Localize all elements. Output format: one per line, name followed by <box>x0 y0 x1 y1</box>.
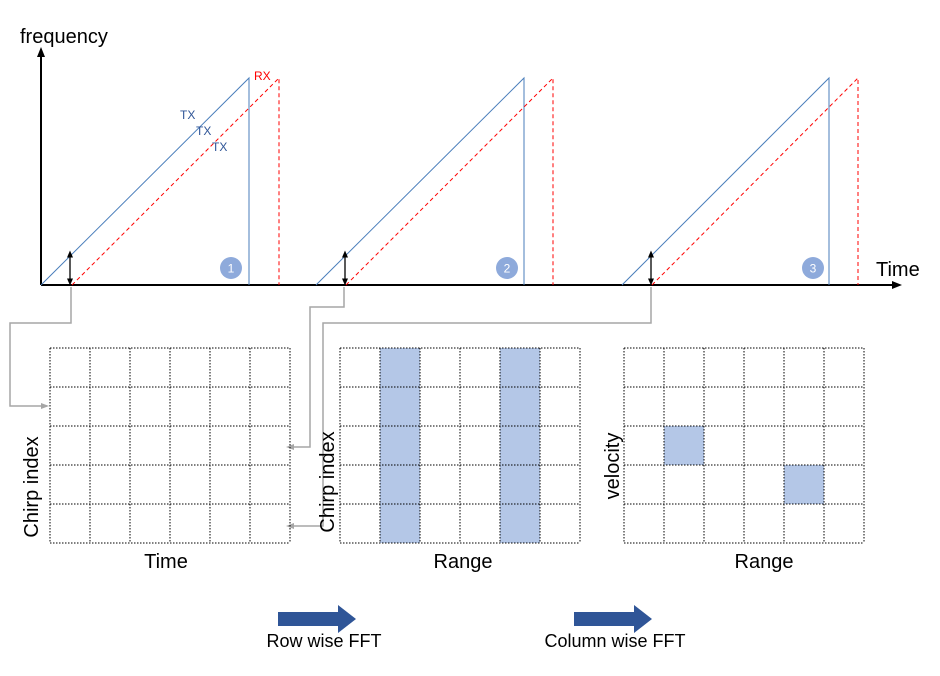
connector-chirp-1 <box>9 287 72 409</box>
fft-step-label: Column wise FFT <box>544 631 685 651</box>
column-wise-fft-step: Column wise FFT <box>544 605 686 651</box>
matrix-highlight <box>664 426 704 465</box>
matrix-2-y-label: Chirp index <box>317 431 339 532</box>
matrix-2 <box>339 347 581 544</box>
matrix-highlight <box>784 465 824 504</box>
chirp-1: 1 <box>40 76 280 286</box>
fft-arrow <box>278 605 356 633</box>
matrix-3-y-label: velocity <box>602 433 624 500</box>
matrix-1-y-label: Chirp index <box>21 436 43 537</box>
x-axis-label: Time <box>876 259 920 281</box>
chirp-badge <box>802 257 824 279</box>
tx-label: TX <box>212 140 227 154</box>
connector-chirp-3 <box>286 287 652 529</box>
chirp-2: 2 <box>315 76 554 286</box>
matrix-labels: Time Chirp index Range Chirp index Range… <box>21 431 793 573</box>
matrix-highlight <box>500 348 540 543</box>
chirp-number: 1 <box>228 262 235 276</box>
rx-ramp <box>651 76 859 286</box>
matrix-1-x-label: Time <box>144 551 188 573</box>
chirp-3: 3 <box>621 76 859 286</box>
matrix-2-x-label: Range <box>434 551 493 573</box>
tx-ramp <box>315 76 525 286</box>
chirp-badge <box>220 257 242 279</box>
chirp-number: 3 <box>810 262 817 276</box>
chirp-badge <box>496 257 518 279</box>
rx-ramp <box>71 76 280 286</box>
fft-steps: Row wise FFT Column wise FFT <box>266 605 686 651</box>
matrices <box>49 347 865 544</box>
rx-ramp <box>345 76 554 286</box>
rx-label: RX <box>254 69 271 83</box>
matrix-3-x-label: Range <box>735 551 794 573</box>
chirp-plot: frequency Time 1 2 3 RX TX T <box>20 26 920 289</box>
fft-arrow <box>574 605 652 633</box>
y-axis-label: frequency <box>20 26 108 48</box>
connectors <box>9 287 652 529</box>
tx-label: TX <box>180 108 195 122</box>
matrix-highlight <box>380 348 420 543</box>
tx-label: TX <box>196 124 211 138</box>
tx-ramp <box>40 76 250 286</box>
chirp-number: 2 <box>504 262 511 276</box>
fft-step-label: Row wise FFT <box>266 631 381 651</box>
connector-chirp-2 <box>286 287 345 450</box>
row-wise-fft-step: Row wise FFT <box>266 605 382 651</box>
tx-ramp <box>621 76 830 286</box>
matrix-1 <box>49 347 291 544</box>
matrix-3 <box>623 347 865 544</box>
